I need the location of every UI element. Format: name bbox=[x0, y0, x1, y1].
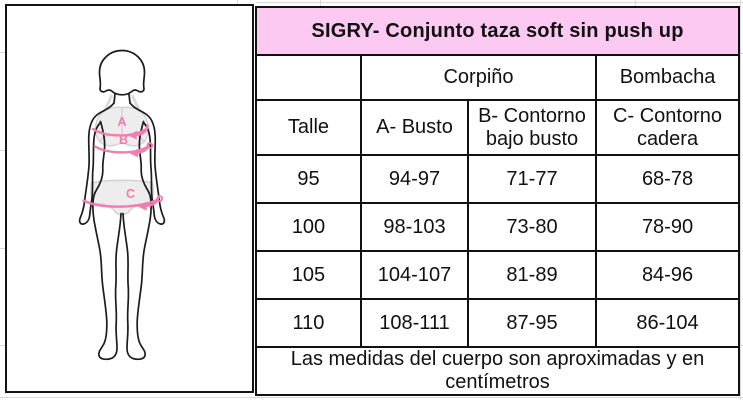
talle-cell: 105 bbox=[255, 250, 362, 300]
spreadsheet-gridline bbox=[0, 52, 5, 53]
empty-corner-cell bbox=[255, 54, 362, 101]
spreadsheet-gridline bbox=[0, 150, 5, 151]
bajo-busto-cell: 81-89 bbox=[467, 250, 597, 300]
column-header-busto: A- Busto bbox=[360, 99, 469, 156]
woman-figure-illustration: A B C bbox=[78, 49, 166, 361]
footnote-row: Las medidas del cuerpo son aproximadas y… bbox=[254, 346, 741, 396]
size-row: 110 108-111 87-95 86-104 bbox=[255, 298, 741, 348]
column-header-bajo-busto: B- Contorno bajo busto bbox=[467, 99, 597, 156]
size-row: 95 94-97 71-77 68-78 bbox=[255, 154, 741, 204]
woman-body-outline bbox=[78, 93, 122, 361]
busto-cell: 98-103 bbox=[360, 202, 469, 252]
column-header-cadera: C- Contorno cadera bbox=[594, 99, 741, 156]
spreadsheet-gridline bbox=[738, 53, 743, 54]
column-header-talle: Talle bbox=[255, 99, 362, 156]
spreadsheet-gridline bbox=[635, 0, 636, 6]
cadera-cell: 78-90 bbox=[594, 202, 741, 252]
panties-graphic bbox=[90, 179, 154, 216]
underbust-measure-arrow: B bbox=[93, 133, 154, 158]
busto-cell: 94-97 bbox=[360, 154, 469, 204]
spreadsheet-gridline bbox=[0, 397, 743, 398]
hip-measure-label: C bbox=[126, 187, 135, 201]
cadera-cell: 68-78 bbox=[594, 154, 741, 204]
spreadsheet-gridline bbox=[738, 345, 743, 346]
footnote-cell: Las medidas del cuerpo son aproximadas y… bbox=[254, 346, 741, 396]
busto-cell: 108-111 bbox=[360, 298, 469, 348]
table-title: SIGRY- Conjunto taza soft sin push up bbox=[254, 6, 741, 56]
spreadsheet-gridline bbox=[237, 0, 238, 6]
underbust-measure-label: B bbox=[119, 133, 128, 147]
column-header-row: Talle A- Busto B- Contorno bajo busto C-… bbox=[255, 99, 741, 156]
spreadsheet-gridline bbox=[320, 0, 321, 6]
body-measurement-figure-panel: A B C bbox=[5, 4, 254, 393]
bajo-busto-cell: 87-95 bbox=[467, 298, 597, 348]
group-header-bombacha: Bombacha bbox=[594, 54, 741, 101]
size-row: 105 104-107 81-89 84-96 bbox=[255, 250, 741, 300]
busto-cell: 104-107 bbox=[360, 250, 469, 300]
group-header-row: Corpiño Bombacha bbox=[255, 54, 741, 101]
talle-cell: 95 bbox=[255, 154, 362, 204]
bajo-busto-cell: 71-77 bbox=[467, 154, 597, 204]
cadera-cell: 84-96 bbox=[594, 250, 741, 300]
size-row: 100 98-103 73-80 78-90 bbox=[255, 202, 741, 252]
talle-cell: 110 bbox=[255, 298, 362, 348]
group-header-corpino: Corpiño bbox=[360, 54, 597, 101]
spreadsheet-gridline bbox=[0, 345, 5, 346]
bust-measure-arrow: A bbox=[91, 115, 149, 140]
cadera-cell: 86-104 bbox=[594, 298, 741, 348]
bust-measure-label: A bbox=[118, 115, 127, 129]
talle-cell: 100 bbox=[255, 202, 362, 252]
title-row: SIGRY- Conjunto taza soft sin push up bbox=[254, 6, 741, 56]
size-table: SIGRY- Conjunto taza soft sin push up Co… bbox=[254, 6, 741, 396]
spreadsheet-gridline bbox=[740, 0, 741, 400]
bajo-busto-cell: 73-80 bbox=[467, 202, 597, 252]
hip-measure-arrow: C bbox=[82, 187, 164, 211]
head-outline bbox=[98, 49, 146, 96]
spreadsheet-gridline bbox=[0, 248, 5, 249]
spreadsheet-gridline bbox=[256, 2, 743, 3]
